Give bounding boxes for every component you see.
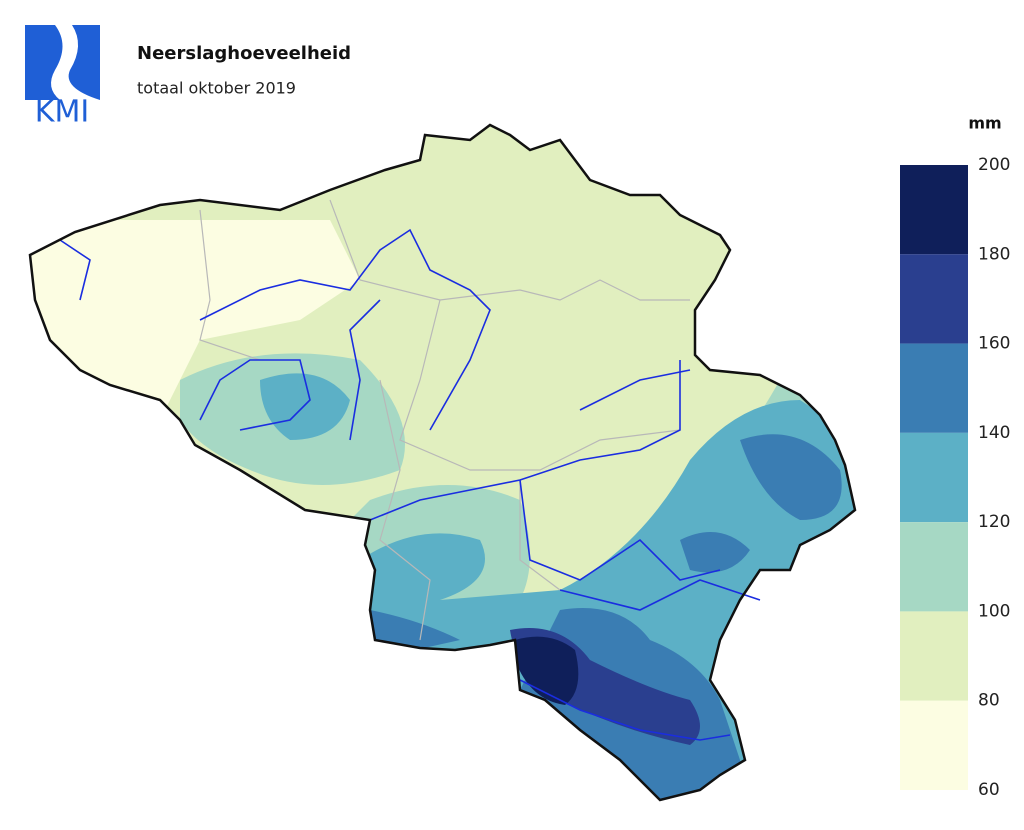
zone (260, 373, 350, 440)
legend-tick-label: 180 (978, 244, 1010, 264)
legend-unit: mm (968, 114, 1001, 133)
zone (30, 220, 360, 420)
title: Neerslaghoeveelheid (137, 43, 351, 64)
legend-bin (900, 611, 968, 701)
legend-bin (900, 343, 968, 433)
zone (370, 434, 842, 800)
legend-bin (900, 432, 968, 523)
logo-shape (25, 25, 63, 100)
legend-tick-label: 100 (978, 601, 1010, 621)
country-border (28, 123, 857, 802)
logo-shape (68, 25, 100, 100)
rivers (59, 228, 761, 741)
subtitle: totaal oktober 2019 (137, 79, 296, 98)
logo-text: KMI (35, 95, 89, 130)
legend-tick-label: 60 (978, 780, 1000, 800)
legend-bin (900, 700, 968, 790)
legend-tick-label: 160 (978, 334, 1010, 354)
legend-tick-label: 200 (978, 155, 1010, 175)
province-borders (199, 199, 690, 641)
legend-tick-label: 120 (978, 512, 1010, 532)
zone (515, 636, 579, 705)
legend-tick-label: 140 (978, 423, 1010, 443)
precipitation-map (30, 125, 855, 800)
legend-bin (900, 254, 968, 344)
legend-tick-label: 80 (978, 691, 1000, 711)
legend: 200 180 160 140 120 100 80 60 (900, 155, 1010, 800)
legend-bin (900, 522, 968, 612)
legend-bin (900, 165, 968, 255)
